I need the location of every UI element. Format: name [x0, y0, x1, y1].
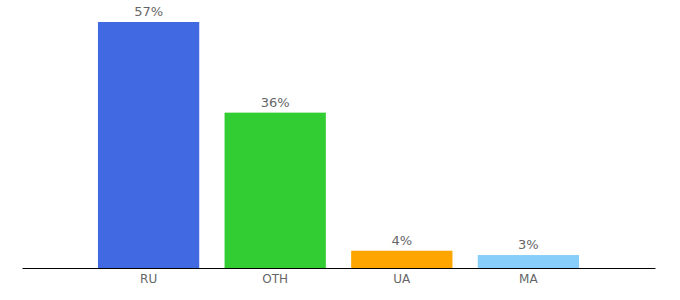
- x-tick-label: UA: [393, 272, 411, 286]
- data-label: 3%: [518, 237, 539, 252]
- bar: [225, 113, 326, 268]
- bar: [98, 22, 199, 268]
- x-axis-line: [23, 268, 656, 269]
- x-tick: MA: [519, 268, 538, 286]
- x-tick: UA: [393, 268, 411, 286]
- x-tick: RU: [140, 268, 157, 286]
- x-tick-label: RU: [140, 272, 157, 286]
- data-label: 57%: [134, 4, 163, 19]
- bar: [478, 255, 579, 268]
- bars: [98, 22, 579, 268]
- chart-svg: 57% 36% 4% 3% RU OTH UA MA: [0, 0, 680, 300]
- x-tick: OTH: [262, 268, 288, 286]
- chart-container: 57% 36% 4% 3% RU OTH UA MA: [0, 0, 680, 300]
- bar: [351, 251, 452, 268]
- x-axis: RU OTH UA MA: [23, 268, 656, 286]
- data-label: 36%: [261, 95, 290, 110]
- x-tick-label: OTH: [262, 272, 288, 286]
- data-labels: 57% 36% 4% 3%: [134, 4, 539, 252]
- x-tick-label: MA: [519, 272, 538, 286]
- data-label: 4%: [391, 233, 412, 248]
